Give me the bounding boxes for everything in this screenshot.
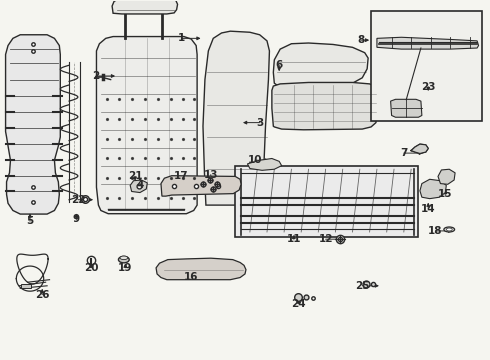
Bar [21,284,31,288]
Polygon shape [161,176,241,196]
Polygon shape [112,0,177,14]
Text: 10: 10 [247,155,262,165]
Text: 15: 15 [438,189,453,199]
Text: 1: 1 [178,33,185,43]
Text: 16: 16 [184,272,198,282]
Text: 14: 14 [421,204,436,214]
Text: 19: 19 [118,263,132,273]
Text: 17: 17 [174,171,189,181]
Text: 24: 24 [292,299,306,309]
Text: 21: 21 [128,171,142,181]
Polygon shape [203,31,270,205]
Polygon shape [97,37,197,214]
Polygon shape [377,37,479,49]
Ellipse shape [444,227,455,232]
Text: 25: 25 [355,281,369,291]
Text: 12: 12 [318,234,333,244]
Bar [371,12,483,121]
Text: 20: 20 [84,263,98,273]
Polygon shape [5,35,60,214]
Text: 4: 4 [136,180,144,190]
Polygon shape [273,43,368,87]
Ellipse shape [446,228,452,231]
Text: 22: 22 [71,195,85,205]
Text: 5: 5 [26,216,34,226]
Text: 6: 6 [275,60,283,70]
Text: 23: 23 [421,82,436,92]
Text: 13: 13 [203,170,218,180]
Text: 9: 9 [73,215,80,224]
Ellipse shape [120,256,128,260]
Text: 2: 2 [92,71,99,81]
Text: 7: 7 [400,148,408,158]
Text: 18: 18 [428,226,443,236]
Ellipse shape [119,256,129,263]
Polygon shape [156,258,246,280]
Text: 26: 26 [35,290,49,300]
Polygon shape [438,169,455,184]
Text: 3: 3 [256,118,263,128]
Text: 11: 11 [287,234,301,244]
Polygon shape [272,82,377,130]
Polygon shape [411,144,428,153]
Polygon shape [391,99,422,117]
Polygon shape [247,158,282,170]
Text: 8: 8 [358,35,365,45]
Bar [235,166,418,237]
Polygon shape [420,179,446,199]
Polygon shape [130,180,147,193]
